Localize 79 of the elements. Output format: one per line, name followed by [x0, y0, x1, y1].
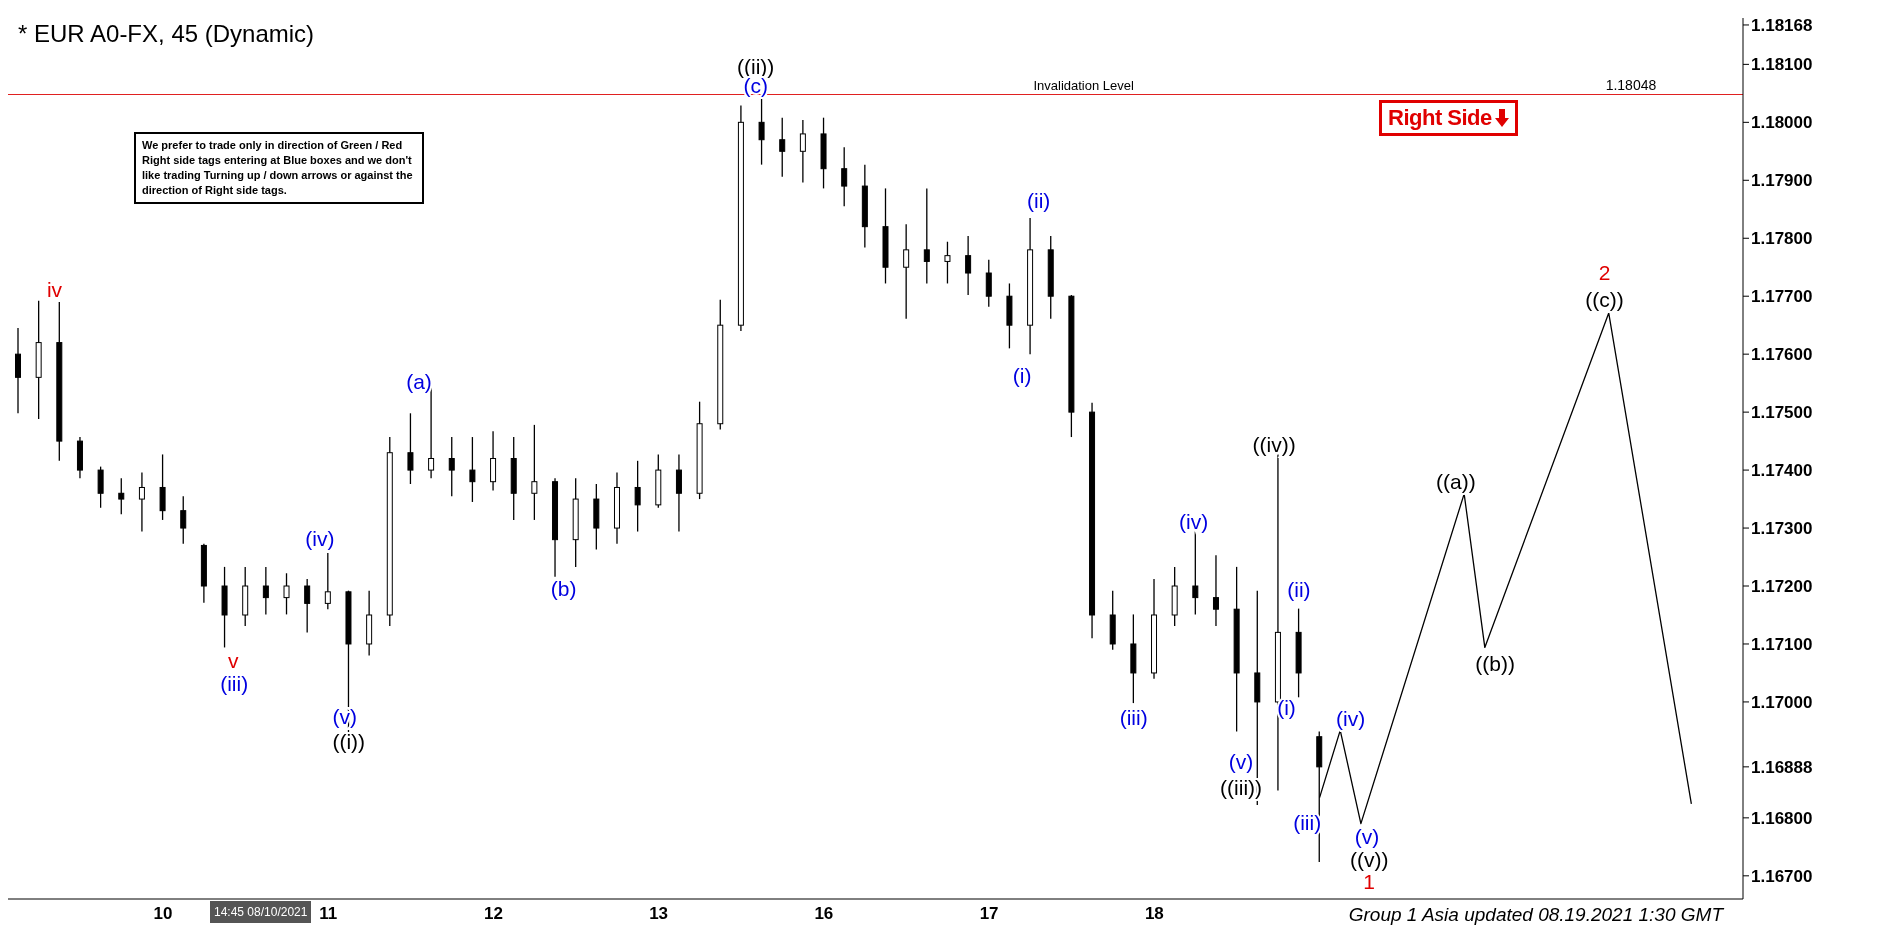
y-tick-label: 1.17200 — [1751, 577, 1813, 597]
y-tick-label: 1.17000 — [1751, 692, 1813, 712]
annotation: (iii) — [1119, 706, 1148, 730]
annotation: We prefer to trade only in direction of Green / Red Right side tags entering at Blue boxes and we don't like trading Turning up / down arrows or against the direction of Right side tags. — [134, 132, 424, 204]
y-tick-label: 1.16888 — [1751, 757, 1813, 777]
annotation: ((ii)) — [737, 55, 775, 79]
y-tick-label: 1.17900 — [1751, 171, 1813, 191]
candlestick — [944, 241, 951, 285]
candlestick — [15, 327, 21, 414]
candlestick — [159, 453, 166, 521]
y-tick-label: 1.17300 — [1751, 519, 1813, 539]
candlestick — [985, 259, 992, 308]
x-tick-label: 18 — [1144, 904, 1164, 924]
candlestick — [799, 119, 806, 184]
annotation: ((b)) — [1475, 651, 1515, 675]
annotation: (ii) — [1287, 577, 1311, 601]
annotation: Right Side — [1388, 105, 1492, 131]
candlestick — [138, 471, 145, 533]
candlestick — [283, 572, 290, 616]
annotation: (iv) — [305, 526, 335, 550]
y-tick-label: 1.16700 — [1751, 866, 1813, 886]
candlestick — [469, 436, 476, 503]
candlestick — [304, 578, 311, 634]
y-tick-label: 1.18168 — [1751, 15, 1813, 35]
x-tick-label: 12 — [483, 904, 503, 924]
candlestick — [324, 552, 331, 610]
annotation: ((v)) — [1349, 847, 1389, 871]
x-tick-label: 13 — [649, 904, 669, 924]
annotation: (i) — [1012, 364, 1032, 388]
annotation: 1.18048 — [1605, 76, 1657, 93]
candlestick — [407, 412, 414, 485]
y-tick-label: 1.17600 — [1751, 345, 1813, 365]
x-tick-label: 11 — [319, 904, 338, 924]
y-tick-label: 1.17800 — [1751, 229, 1813, 249]
x-tick-label: 16 — [814, 904, 834, 924]
candlestick — [1212, 554, 1219, 627]
annotation: v — [227, 649, 239, 673]
chart-title: * EUR A0-FX, 45 (Dynamic) — [18, 20, 315, 48]
y-tick-label: 1.17100 — [1751, 635, 1813, 655]
annotation: ((c)) — [1585, 288, 1624, 312]
annotation: (iv) — [1335, 707, 1366, 731]
annotation: (iv) — [1179, 509, 1209, 533]
candlestick — [923, 187, 930, 285]
candlestick — [965, 235, 972, 296]
candlestick — [118, 477, 125, 515]
y-tick-label: 1.18000 — [1751, 113, 1813, 133]
annotation: 1 — [1363, 870, 1375, 894]
candlestick — [180, 495, 187, 545]
candlestick — [675, 453, 682, 533]
annotation: ((iv)) — [1252, 432, 1296, 456]
y-tick-label: 1.16800 — [1751, 808, 1813, 828]
candlestick — [490, 430, 497, 492]
annotation: 2 — [1598, 260, 1611, 284]
ref-line-label: Invalidation Level — [1033, 77, 1135, 93]
annotation: (v) — [1228, 749, 1254, 773]
annotation: iv — [46, 277, 63, 301]
y-tick-label: 1.17500 — [1751, 403, 1813, 423]
x-tick-label: 17 — [979, 904, 999, 924]
y-tick-label: 1.17400 — [1751, 461, 1813, 481]
annotation: ((i)) — [332, 729, 366, 753]
annotation: (a) — [406, 369, 432, 393]
candlestick — [634, 460, 641, 533]
y-tick-label: 1.18100 — [1751, 55, 1813, 75]
candlestick — [779, 117, 786, 178]
candlestick — [448, 436, 455, 497]
candlestick — [97, 465, 104, 509]
annotation: (iii) — [220, 672, 249, 696]
candlestick — [903, 223, 910, 320]
candlestick — [841, 146, 848, 208]
annotation: (v) — [1354, 825, 1380, 849]
text: Group 1 Asia updated 08.19.2021 1:30 GMT — [1348, 904, 1723, 926]
x-tick-label: 10 — [153, 904, 173, 924]
annotation: (ii) — [1027, 189, 1051, 213]
y-tick-label: 1.17700 — [1751, 287, 1813, 307]
annotation: (b) — [550, 576, 577, 600]
text: 14:45 08/10/2021 — [210, 901, 312, 923]
annotation: ((a)) — [1436, 470, 1476, 494]
candlestick — [262, 566, 269, 616]
candlestick — [531, 424, 538, 521]
